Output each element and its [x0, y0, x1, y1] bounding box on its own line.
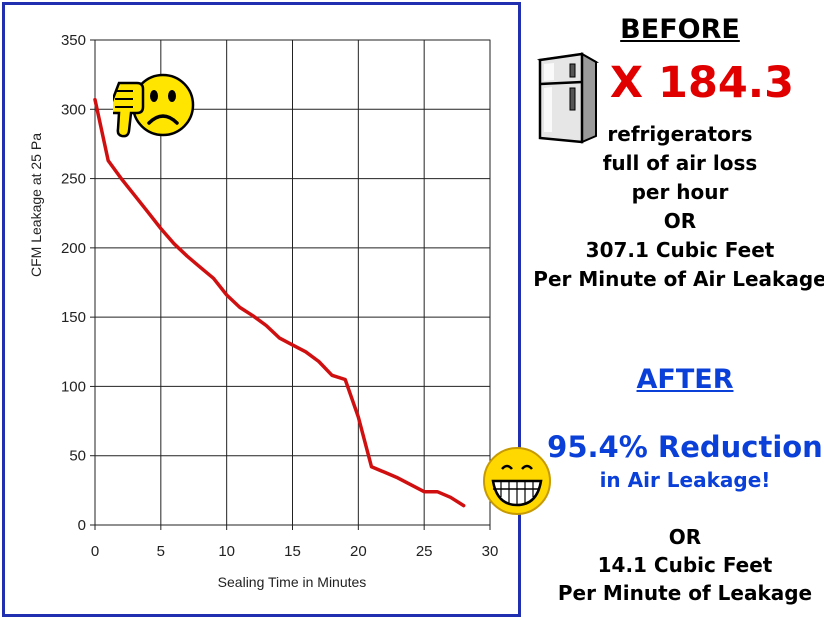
after-line: OR: [668, 525, 702, 549]
after-reduction-sub: in Air Leakage!: [599, 468, 771, 492]
data-point: [199, 266, 201, 268]
data-point: [410, 484, 412, 486]
grinning-face-icon: [483, 447, 551, 515]
after-reduction: 95.4% Reduction: [547, 430, 823, 464]
data-point: [107, 159, 109, 162]
x-axis-title: Sealing Time in Minutes: [218, 574, 367, 590]
x-tick-label: 10: [218, 543, 235, 560]
data-point: [278, 337, 280, 339]
data-point: [239, 306, 241, 309]
chart-series: [93, 97, 466, 508]
before-title: BEFORE: [620, 14, 740, 45]
y-tick-label: 50: [69, 448, 86, 465]
y-tick-label: 250: [61, 171, 86, 188]
before-line: 307.1 Cubic Feet: [585, 238, 775, 262]
data-point: [252, 315, 254, 317]
data-point: [463, 505, 465, 507]
data-point: [318, 360, 320, 363]
before-line: full of air loss: [602, 151, 758, 175]
y-tick-label: 0: [78, 517, 86, 534]
data-point: [133, 194, 136, 196]
x-tick-label: 25: [416, 543, 433, 560]
data-point: [160, 227, 162, 230]
before-line: OR: [663, 209, 697, 233]
y-axis-title: CFM Leakage at 25 Pa: [28, 133, 44, 277]
data-point: [370, 466, 373, 468]
x-tick-label: 30: [482, 543, 499, 560]
chart-frame: 0 5 10 15 20 25 30 0 50 100 150 200 250 300 350 Sealin…: [2, 2, 521, 617]
data-point: [397, 477, 399, 479]
y-tick-label: 300: [61, 101, 86, 118]
data-point: [212, 277, 215, 279]
after-line: 14.1 Cubic Feet: [597, 553, 773, 577]
data-point: [226, 294, 228, 296]
after-line: Per Minute of Leakage: [557, 581, 813, 605]
data-point: [449, 496, 452, 498]
data-point: [173, 243, 175, 245]
before-multiplier: X 184.3: [609, 58, 795, 108]
data-point: [305, 351, 307, 353]
data-point: [186, 255, 188, 257]
y-tick-label: 350: [61, 32, 86, 49]
refrigerator-icon: [536, 52, 600, 144]
before-line: Per Minute of Air Leakage: [533, 267, 824, 291]
data-point: [331, 374, 333, 376]
data-point: [265, 324, 267, 327]
data-point: [291, 344, 294, 346]
data-point: [120, 177, 122, 180]
y-tick-label: 200: [61, 240, 86, 257]
data-point: [423, 491, 425, 493]
y-tick-label: 150: [61, 309, 86, 326]
before-line: refrigerators: [607, 122, 753, 146]
after-details: OR 14.1 Cubic Feet Per Minute of Leakage: [545, 523, 824, 607]
data-point: [94, 98, 96, 101]
x-tick-label: 20: [350, 543, 367, 560]
y-tick-label: 100: [61, 378, 86, 395]
data-point: [147, 211, 149, 213]
data-point: [384, 471, 386, 473]
before-details: refrigerators full of air loss per hour …: [530, 120, 824, 294]
x-tick-label: 15: [284, 543, 301, 560]
data-point: [357, 416, 359, 418]
before-line: per hour: [631, 180, 729, 204]
data-point: [436, 491, 438, 493]
x-tick-label: 0: [91, 543, 99, 560]
x-tick-label: 5: [157, 543, 165, 560]
data-point: [344, 378, 346, 381]
thumbs-down-sad-face-icon: [113, 73, 195, 138]
after-title: AFTER: [636, 364, 734, 395]
